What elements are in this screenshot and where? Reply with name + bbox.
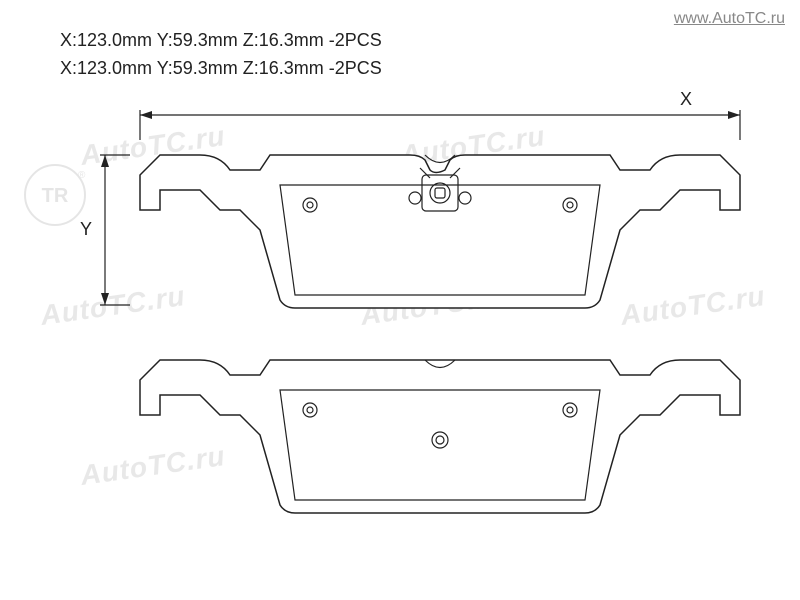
brake-pad-lower (140, 360, 740, 513)
brake-pad-diagram: X Y (60, 80, 780, 600)
dimension-y: Y (80, 155, 130, 305)
spec-line-2: X:123.0mm Y:59.3mm Z:16.3mm -2PCS (60, 58, 382, 79)
dimension-x: X (140, 89, 740, 140)
spec-line-1: X:123.0mm Y:59.3mm Z:16.3mm -2PCS (60, 30, 382, 51)
source-url: www.AutoTC.ru (674, 10, 785, 28)
x-dimension-label: X (680, 89, 692, 109)
y-dimension-label: Y (80, 219, 92, 239)
brake-pad-upper (140, 155, 740, 308)
